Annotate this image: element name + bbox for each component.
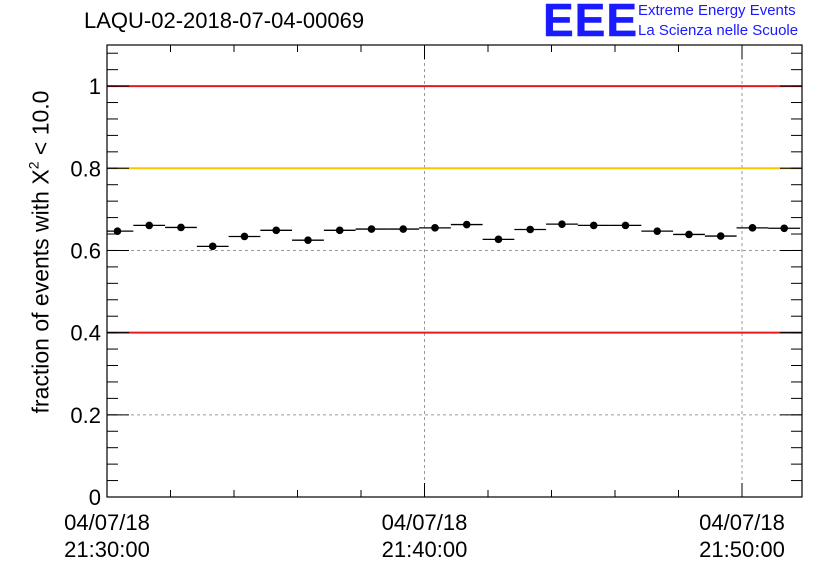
data-point bbox=[641, 227, 674, 235]
y-axis-label: fraction of events with X2 < 10.0 bbox=[26, 32, 55, 472]
data-point bbox=[577, 221, 610, 230]
data-point bbox=[419, 224, 451, 232]
data-point-marker bbox=[621, 221, 630, 230]
grid-layer bbox=[107, 45, 802, 497]
data-point bbox=[387, 225, 420, 233]
data-point bbox=[107, 227, 134, 235]
data-point bbox=[323, 226, 356, 235]
y-tick-label: 1 bbox=[89, 74, 101, 99]
data-point-marker bbox=[367, 225, 376, 233]
data-point-marker bbox=[558, 220, 566, 228]
eee-logo-mark: EEE bbox=[543, 0, 639, 46]
data-point bbox=[609, 221, 642, 230]
x-tick-label-time: 21:50:00 bbox=[699, 537, 785, 562]
x-tick-label-time: 21:40:00 bbox=[382, 537, 468, 562]
data-point-marker bbox=[335, 226, 344, 235]
y-tick-label: 0.2 bbox=[70, 403, 101, 428]
data-point bbox=[292, 236, 324, 244]
data-point bbox=[228, 232, 261, 241]
data-point-marker bbox=[462, 220, 471, 229]
data-point bbox=[514, 225, 547, 234]
data-point-marker bbox=[304, 236, 312, 244]
data-point bbox=[736, 224, 769, 232]
tick-labels: 00.20.40.60.8104/07/1821:30:0004/07/1821… bbox=[64, 74, 785, 562]
data-point bbox=[133, 221, 166, 230]
x-tick-label-date: 04/07/18 bbox=[64, 510, 150, 535]
data-point-marker bbox=[431, 224, 439, 232]
y-axis-label-pre: fraction of events with X bbox=[27, 169, 54, 414]
chart-title: LAQU-02-2018-07-04-00069 bbox=[84, 8, 365, 33]
data-point-marker bbox=[685, 230, 693, 239]
x-tick-label-time: 21:30:00 bbox=[64, 537, 150, 562]
y-tick-label: 0.8 bbox=[70, 156, 101, 181]
y-tick-label: 0.6 bbox=[70, 238, 101, 263]
data-point-marker bbox=[399, 225, 408, 233]
x-tick-label-date: 04/07/18 bbox=[699, 510, 785, 535]
data-point-marker bbox=[145, 221, 154, 230]
eee-logo: EEE Extreme Energy Events La Scienza nel… bbox=[543, 0, 833, 46]
x-tick-label-date: 04/07/18 bbox=[382, 510, 468, 535]
data-point-marker bbox=[240, 232, 249, 241]
data-point bbox=[196, 242, 229, 251]
data-point-marker bbox=[272, 226, 281, 235]
data-point-marker bbox=[526, 225, 535, 234]
data-point bbox=[673, 230, 705, 239]
data-point-marker bbox=[589, 221, 598, 230]
data-point bbox=[355, 225, 388, 233]
data-point-marker bbox=[113, 227, 122, 235]
data-point bbox=[450, 220, 483, 229]
data-points bbox=[107, 220, 801, 251]
y-tick-label: 0.4 bbox=[70, 321, 101, 346]
data-point bbox=[704, 232, 737, 240]
data-point bbox=[482, 235, 515, 244]
data-point bbox=[165, 223, 197, 232]
data-point-marker bbox=[716, 232, 725, 240]
data-point-marker bbox=[653, 227, 662, 235]
logo-line-1: Extreme Energy Events bbox=[638, 2, 796, 19]
data-point bbox=[260, 226, 293, 235]
data-point-marker bbox=[780, 224, 789, 233]
y-tick-label: 0 bbox=[89, 485, 101, 510]
data-point-marker bbox=[177, 223, 185, 232]
plot-frame bbox=[106, 44, 803, 498]
axis-ticks bbox=[106, 45, 802, 498]
data-point bbox=[546, 220, 578, 228]
y-axis-label-sup: 2 bbox=[25, 161, 42, 170]
data-point-marker bbox=[748, 224, 757, 232]
data-point-marker bbox=[494, 235, 503, 244]
y-axis-label-post: < 10.0 bbox=[27, 90, 54, 162]
reference-lines bbox=[107, 85, 802, 334]
logo-line-2: La Scienza nelle Scuole bbox=[638, 22, 799, 39]
data-point-marker bbox=[208, 242, 217, 251]
data-point bbox=[768, 224, 801, 233]
